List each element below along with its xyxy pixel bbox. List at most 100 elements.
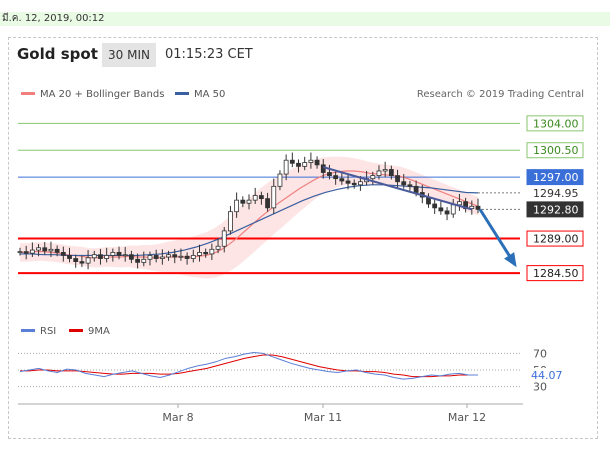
candle-body	[407, 184, 413, 187]
rsi-last-label: 44.07	[531, 369, 563, 382]
candle-body	[135, 258, 140, 263]
candle-body	[395, 175, 400, 183]
candle-body	[98, 254, 103, 259]
topbar-date: มี.ค. 12, 2019, 00:12	[0, 12, 610, 26]
candle-body	[277, 173, 283, 187]
level-lines	[18, 122, 520, 275]
candle-body	[296, 162, 301, 167]
candle-body	[23, 251, 29, 254]
rsi-ma-legend-swatch	[69, 329, 83, 332]
candle-body	[401, 181, 407, 186]
candle-body	[228, 211, 233, 232]
candle-body	[376, 170, 382, 176]
level-label: 1300.50	[533, 144, 579, 157]
candle-body	[122, 254, 128, 257]
candle-body	[104, 255, 110, 259]
trendline	[322, 166, 473, 211]
level-label-box	[526, 230, 584, 247]
forecast-arrowhead	[504, 252, 517, 268]
candle-body	[234, 199, 240, 213]
ma20-legend-swatch	[21, 92, 35, 95]
x-tick-label: Mar 12	[448, 411, 486, 424]
rsi-tick-label: 30	[533, 381, 547, 394]
level-label: 1304.00	[533, 117, 579, 130]
rsi-ma-line	[20, 354, 478, 378]
candle-body	[339, 178, 345, 182]
candle-body	[221, 230, 227, 247]
candle-body	[333, 175, 339, 180]
instrument-title: Gold spot	[17, 45, 98, 63]
candle-body	[283, 159, 289, 175]
timeframe-button[interactable]: 30 MIN	[102, 43, 156, 67]
candle-body	[351, 182, 357, 186]
candle-body	[141, 258, 147, 263]
x-axis-ticks: Mar 8 Mar 11 Mar 12	[162, 404, 486, 424]
candle-body	[370, 175, 376, 180]
candle-body	[258, 195, 264, 200]
x-tick-label: Mar 8	[162, 411, 193, 424]
candle-body	[29, 249, 35, 254]
level-label-box	[526, 115, 584, 132]
candle-body	[17, 251, 23, 254]
rsi-last-box	[527, 367, 563, 382]
candle-body	[444, 210, 450, 215]
level-label-box	[527, 185, 583, 201]
ma50-legend-swatch	[175, 92, 189, 95]
bollinger-band-area	[20, 156, 478, 279]
candle-body	[153, 255, 159, 259]
rsi-legend-label: RSI	[40, 326, 56, 337]
candle-body	[110, 251, 116, 256]
candle-body	[302, 162, 308, 167]
rsi-legend-swatch	[21, 329, 35, 332]
candle-body	[184, 255, 190, 259]
candle-body	[166, 254, 171, 258]
candle-body	[129, 254, 134, 260]
chart-time: 01:15:23 CET	[165, 47, 253, 62]
candle-body	[178, 255, 184, 258]
candle-body	[246, 199, 252, 204]
trendline	[322, 166, 517, 268]
candle-body	[67, 255, 72, 259]
candles	[17, 152, 481, 270]
candle-body	[271, 185, 277, 209]
candle-body	[172, 254, 178, 258]
level-label: 1294.95	[533, 187, 579, 200]
candle-body	[116, 251, 122, 256]
candle-body	[54, 248, 60, 253]
rsi-panel: 70503044.07	[18, 347, 563, 394]
ma50-legend-label: MA 50	[194, 89, 225, 100]
level-label-box	[526, 201, 584, 218]
level-label-box	[526, 142, 584, 159]
candle-body	[215, 245, 221, 250]
ma20-legend-label: MA 20 + Bollinger Bands	[40, 89, 164, 100]
level-labels: 1304.00 1300.50 1297.00 1294.95 1292.80 1289.…	[526, 115, 584, 282]
candle-body	[147, 255, 153, 260]
candle-body	[85, 257, 91, 264]
candle-body	[252, 195, 258, 201]
candle-body	[197, 251, 202, 256]
candle-body	[457, 201, 462, 206]
level-label: 1297.00	[533, 171, 579, 184]
bollinger-bands	[20, 156, 478, 279]
candle-body	[265, 198, 270, 209]
candle-body	[60, 251, 66, 256]
candle-body	[413, 185, 419, 193]
candle-body	[308, 159, 314, 163]
level-label-box	[526, 169, 584, 186]
level-label: 1284.50	[533, 267, 579, 280]
candle-body	[314, 159, 320, 166]
candle-body	[48, 248, 54, 252]
credit-label: Research © 2019 Trading Central	[417, 89, 584, 100]
candle-body	[320, 164, 326, 173]
candle-body	[345, 180, 351, 184]
candle-body	[42, 247, 48, 252]
candle-body	[36, 247, 41, 251]
candle-body	[327, 172, 332, 176]
candle-body	[388, 169, 394, 176]
candle-body	[209, 248, 215, 255]
rsi-ma-legend-label: 9MA	[88, 326, 110, 337]
level-label: 1289.00	[533, 233, 579, 246]
candle-body	[159, 256, 165, 259]
candle-body	[432, 203, 438, 209]
